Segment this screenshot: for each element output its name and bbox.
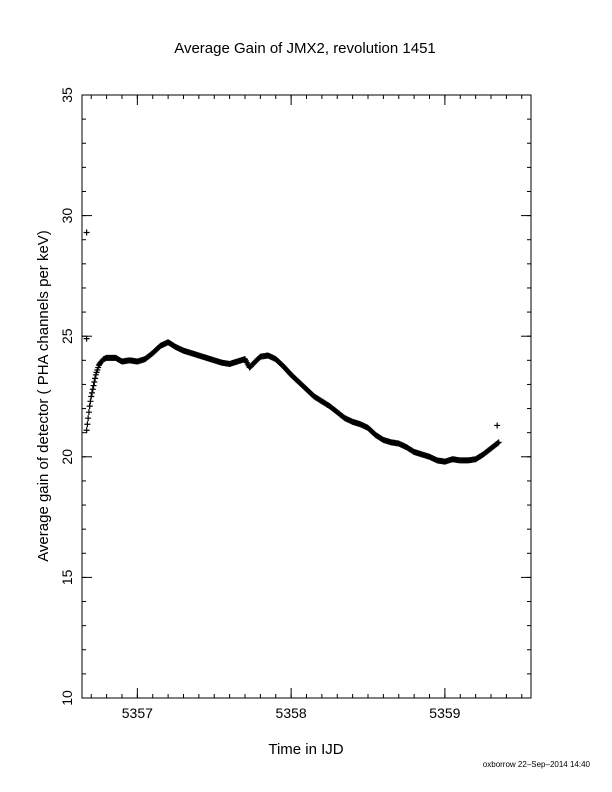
data-point (88, 393, 95, 400)
axis-ticks (82, 94, 531, 699)
data-point (92, 375, 99, 382)
x-tick-label: 5358 (276, 705, 307, 721)
outlier-point (83, 335, 90, 342)
y-tick-label: 10 (59, 690, 75, 706)
data-point (495, 439, 502, 446)
y-tick-label: 30 (59, 208, 75, 224)
data-point (88, 389, 95, 396)
data-point (87, 398, 94, 405)
y-tick-label: 20 (59, 449, 75, 465)
data-point (90, 382, 97, 389)
x-tick-label: 5359 (429, 705, 460, 721)
data-point (83, 427, 90, 434)
chart-title: Average Gain of JMX2, revolution 1451 (174, 40, 436, 57)
tick-labels: 5357 5358 5359 10 15 20 25 30 35 (59, 87, 461, 721)
data-point (85, 409, 92, 416)
plot-frame (81, 94, 532, 699)
data-point (84, 421, 91, 428)
outlier-point (494, 422, 501, 429)
data-point (85, 415, 92, 422)
data-points (83, 229, 502, 465)
y-axis-label: Average gain of detector ( PHA channels … (35, 230, 52, 562)
data-point (91, 379, 98, 386)
y-tick-label: 25 (59, 328, 75, 344)
data-point (89, 386, 96, 393)
data-point (494, 440, 501, 447)
data-point (86, 403, 93, 410)
outlier-point (83, 229, 90, 236)
x-tick-label: 5357 (122, 705, 153, 721)
y-tick-label: 15 (59, 569, 75, 585)
y-tick-label: 35 (59, 87, 75, 103)
footer-credit: oxborrow 22–Sep–2014 14:40 (482, 760, 590, 769)
x-axis-label: Time in IJD (268, 741, 343, 758)
